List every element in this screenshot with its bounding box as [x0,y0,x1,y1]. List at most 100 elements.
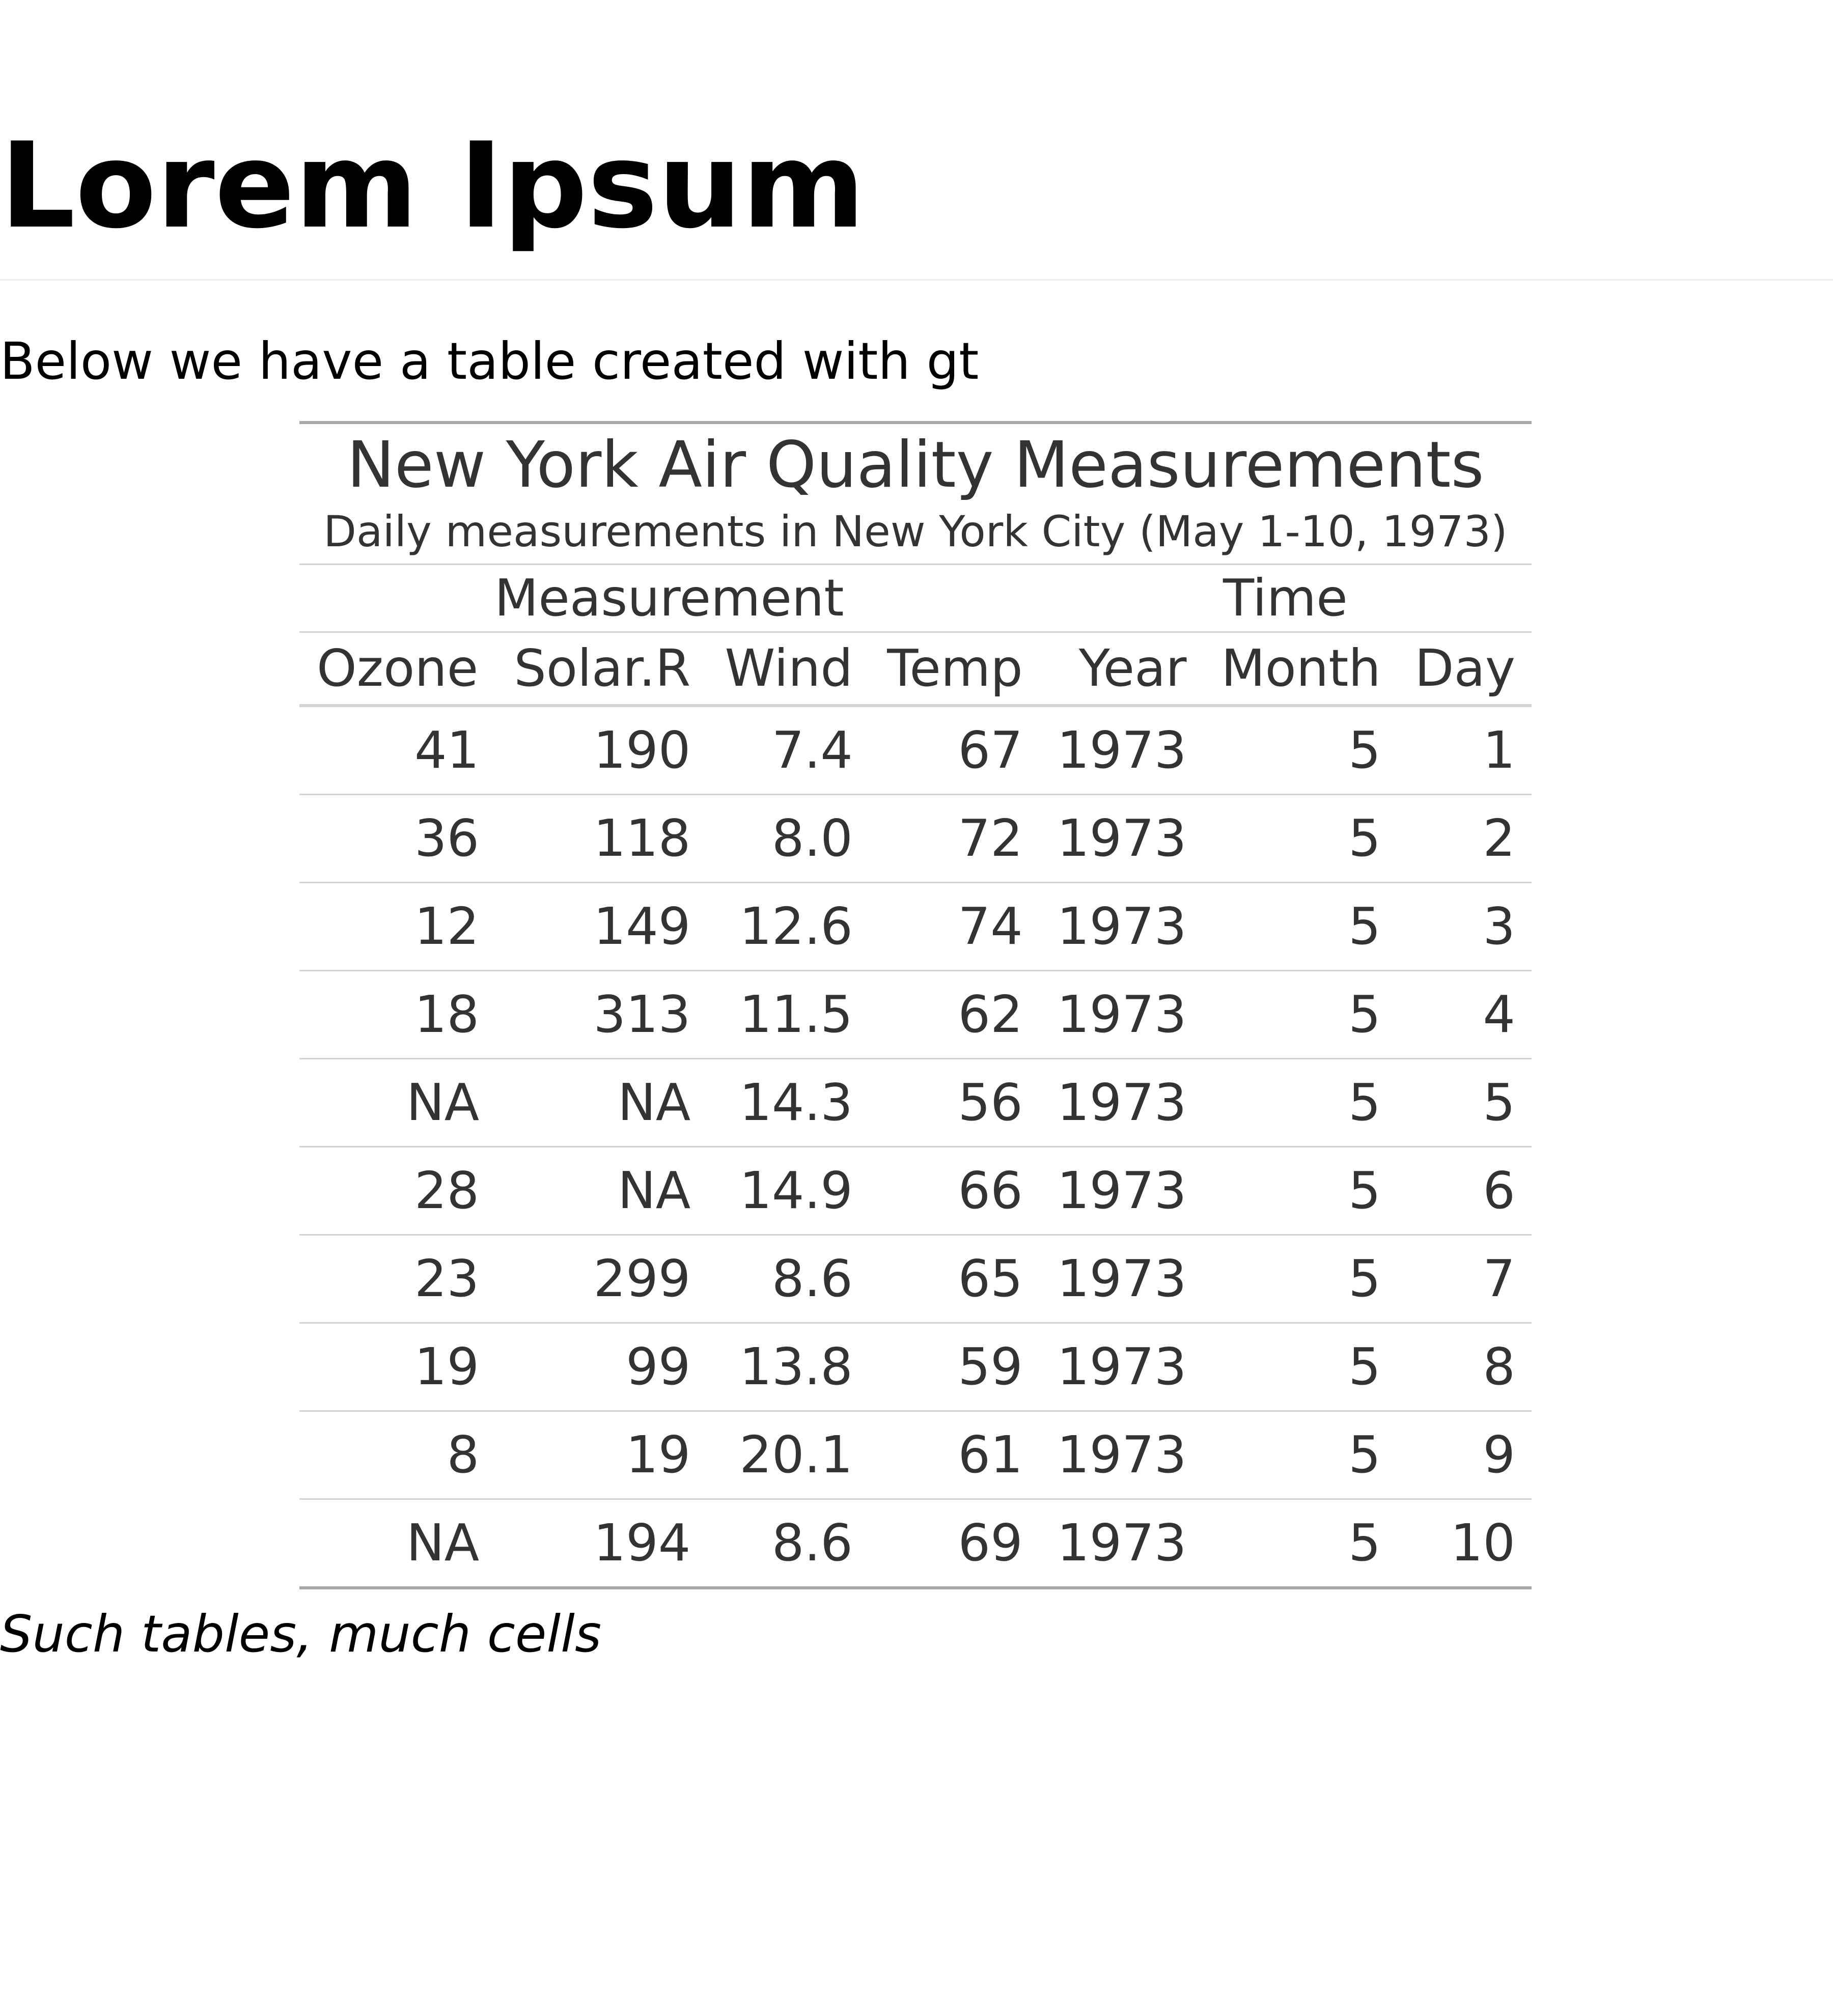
column-header-temp: Temp [869,632,1039,707]
table-row: 19 99 13.8 59 1973 5 8 [299,1322,1532,1411]
cell-solar-r: 118 [495,794,707,883]
column-header-month: Month [1203,632,1397,707]
cell-month: 5 [1348,720,1381,780]
cell-year: 1973 [1039,794,1203,883]
cell-solar-r: 313 [495,970,707,1059]
cell-month: 5 [1203,794,1397,883]
cell-ozone: NA [299,1498,496,1588]
column-header-ozone: Ozone [299,632,496,707]
column-header-row: Ozone Solar.R Wind Temp Year Month Day [299,632,1532,707]
cell-ozone: 8 [299,1410,496,1499]
cell-month: 5 [1203,1146,1397,1235]
table-subtitle-row: Daily measurements in New York City (May… [299,503,1532,565]
cell-year: 1973 [1039,1058,1203,1147]
cell-temp: 61 [869,1410,1039,1499]
cell-temp: 72 [869,794,1039,883]
table-row: 28 NA 14.9 66 1973 5 6 [299,1146,1532,1235]
cell-day: 5 [1397,1058,1532,1147]
cell-year: 1973 [1039,1322,1203,1411]
table-row: NA NA 14.3 56 1973 5 5 [299,1058,1532,1147]
column-header-day: Day [1397,632,1532,707]
cell-day: 2 [1397,794,1532,883]
cell-solar-r: 190 [593,720,691,780]
cell-solar-r: 194 [495,1498,707,1588]
cell-wind: 8.6 [707,1498,869,1588]
cell-wind: 11.5 [707,970,869,1059]
cell-solar-r: NA [495,1058,707,1147]
table-row: 18 313 11.5 62 1973 5 4 [299,970,1532,1059]
air-quality-table: New York Air Quality Measurements Daily … [299,421,1532,1589]
table-row: 23 299 8.6 65 1973 5 7 [299,1234,1532,1323]
cell-year: 1973 [1039,1146,1203,1235]
cell-temp: 65 [869,1234,1039,1323]
table-row: 8 19 20.1 61 1973 5 9 [299,1410,1532,1499]
cell-temp: 62 [869,970,1039,1059]
cell-temp: 56 [869,1058,1039,1147]
page-title: Lorem Ipsum [0,117,865,255]
cell-month: 5 [1203,1410,1397,1499]
table-title: New York Air Quality Measurements [347,428,1484,502]
table-subtitle: Daily measurements in New York City (May… [299,503,1532,565]
cell-solar-r: 299 [495,1234,707,1323]
cell-ozone: 28 [299,1146,496,1235]
footer-note: Such tables, much cells [0,1604,602,1664]
spanner-time: Time [1039,564,1532,633]
cell-wind: 14.9 [707,1146,869,1235]
intro-text: Below we have a table created with gt [0,331,979,391]
cell-ozone: 19 [299,1322,496,1411]
cell-temp: 67 [958,720,1023,780]
title-divider [0,279,1833,281]
cell-month: 5 [1203,1058,1397,1147]
cell-temp: 59 [869,1322,1039,1411]
cell-year: 1973 [1039,1498,1203,1588]
table-row: 36 118 8.0 72 1973 5 2 [299,794,1532,883]
cell-ozone: 36 [299,794,496,883]
cell-day: 4 [1397,970,1532,1059]
spanner-measurement: Measurement [299,564,1039,633]
table-row: 41 190 7.4 67 1973 5 1 [299,706,1532,795]
cell-temp: 69 [869,1498,1039,1588]
column-header-year: Year [1039,632,1203,707]
cell-ozone: 41 [414,720,480,780]
cell-ozone: 12 [299,882,496,971]
cell-day: 1 [1483,720,1515,780]
cell-year: 1973 [1057,720,1187,780]
table-row: 12 149 12.6 74 1973 5 3 [299,882,1532,971]
cell-day: 7 [1397,1234,1532,1323]
cell-wind: 20.1 [707,1410,869,1499]
cell-wind: 7.4 [771,720,853,780]
cell-month: 5 [1203,970,1397,1059]
cell-year: 1973 [1039,1410,1203,1499]
cell-temp: 66 [869,1146,1039,1235]
cell-temp: 74 [869,882,1039,971]
cell-day: 6 [1397,1146,1532,1235]
cell-solar-r: NA [495,1146,707,1235]
cell-day: 9 [1397,1410,1532,1499]
cell-wind: 14.3 [707,1058,869,1147]
table-title-row: New York Air Quality Measurements [299,423,1532,503]
cell-ozone: 23 [299,1234,496,1323]
cell-year: 1973 [1039,970,1203,1059]
cell-month: 5 [1203,1322,1397,1411]
cell-wind: 8.0 [707,794,869,883]
spanner-row: Measurement Time [299,564,1532,633]
cell-day: 10 [1397,1498,1532,1588]
cell-wind: 8.6 [707,1234,869,1323]
column-header-solar-r: Solar.R [495,632,707,707]
cell-ozone: NA [299,1058,496,1147]
cell-year: 1973 [1039,882,1203,971]
cell-solar-r: 149 [495,882,707,971]
cell-month: 5 [1203,1498,1397,1588]
cell-year: 1973 [1039,1234,1203,1323]
cell-wind: 12.6 [707,882,869,971]
cell-solar-r: 19 [495,1410,707,1499]
cell-solar-r: 99 [495,1322,707,1411]
air-quality-table-container: New York Air Quality Measurements Daily … [299,421,1532,1589]
cell-day: 8 [1397,1322,1532,1411]
table-row: NA 194 8.6 69 1973 5 10 [299,1498,1532,1588]
cell-month: 5 [1203,882,1397,971]
cell-day: 3 [1397,882,1532,971]
cell-ozone: 18 [299,970,496,1059]
cell-wind: 13.8 [707,1322,869,1411]
cell-month: 5 [1203,1234,1397,1323]
